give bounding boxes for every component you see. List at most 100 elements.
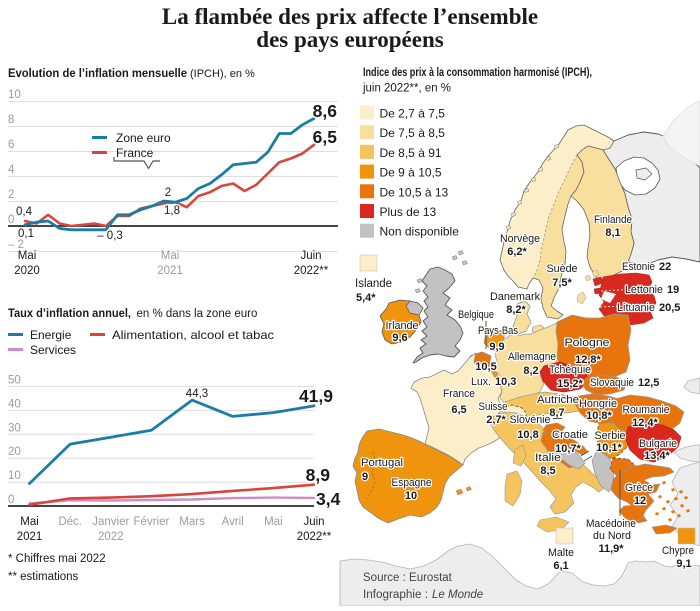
svg-text:8,9: 8,9 [306, 465, 331, 485]
svg-text:0: 0 [8, 214, 14, 226]
svg-text:Mai: Mai [161, 250, 180, 262]
svg-text:Mai: Mai [18, 250, 37, 262]
svg-text:Italie: Italie [535, 452, 561, 464]
svg-text:Roumanie: Roumanie [623, 404, 670, 416]
svg-text:Lettonie: Lettonie [625, 284, 663, 296]
svg-text:20: 20 [8, 446, 21, 458]
svg-text:6,5: 6,5 [313, 127, 338, 147]
svg-text:juin 2022**, en %: juin 2022**, en % [362, 83, 451, 95]
svg-text:Avril: Avril [222, 516, 244, 528]
svg-text:Mai: Mai [264, 516, 283, 528]
svg-text:Janvier: Janvier [92, 516, 129, 528]
svg-text:0: 0 [8, 494, 14, 506]
svg-text:8,6: 8,6 [313, 101, 338, 121]
svg-text:8,2: 8,2 [523, 365, 538, 377]
svg-text:10,7*: 10,7* [555, 443, 581, 455]
svg-text:8,7: 8,7 [549, 407, 564, 419]
svg-text:12,8*: 12,8* [575, 354, 601, 366]
svg-text:Belgique: Belgique [458, 309, 494, 321]
svg-text:2,7*: 2,7* [486, 414, 506, 426]
svg-text:8,1: 8,1 [605, 227, 620, 239]
svg-text:Suisse: Suisse [479, 401, 508, 413]
svg-text:50: 50 [8, 375, 21, 387]
svg-text:8: 8 [8, 114, 14, 126]
svg-text:6,1: 6,1 [553, 560, 568, 572]
svg-text:0,1: 0,1 [18, 228, 34, 240]
svg-text:des pays européens: des pays européens [256, 27, 443, 52]
svg-text:40: 40 [8, 398, 21, 410]
svg-text:* Chiffres mai 2022: * Chiffres mai 2022 [8, 553, 106, 565]
svg-text:7,5*: 7,5* [552, 277, 572, 289]
svg-text:8,2*: 8,2* [506, 304, 526, 316]
svg-text:– 2: – 2 [8, 239, 24, 251]
svg-text:Février: Février [134, 516, 170, 528]
svg-text:Taux d’inflation annuel,: Taux d’inflation annuel, [8, 308, 131, 320]
svg-text:6,2*: 6,2* [507, 246, 527, 258]
svg-text:Déc.: Déc. [58, 516, 82, 528]
svg-text:10,3: 10,3 [495, 376, 516, 388]
svg-text:Alimentation, alcool et tabac: Alimentation, alcool et tabac [112, 328, 274, 342]
svg-text:De 8,5 à 91: De 8,5 à 91 [380, 146, 442, 160]
svg-text:Slovaquie: Slovaquie [590, 377, 634, 389]
svg-text:6: 6 [8, 139, 14, 151]
svg-text:Danemark: Danemark [490, 291, 540, 303]
svg-text:Norvège: Norvège [500, 233, 540, 245]
svg-text:De 7,5 à 8,5: De 7,5 à 8,5 [380, 126, 446, 140]
svg-text:Pays-Bas: Pays-Bas [478, 325, 518, 337]
svg-text:1,8: 1,8 [164, 205, 180, 217]
svg-text:Le Monde: Le Monde [432, 589, 483, 601]
svg-text:2: 2 [8, 189, 14, 201]
svg-text:12,4*: 12,4* [632, 417, 658, 429]
svg-text:10: 10 [8, 470, 21, 482]
svg-text:Malte: Malte [548, 547, 574, 559]
svg-text:Indice des prix à la consommat: Indice des prix à la consommation harmon… [363, 67, 592, 79]
svg-text:Juin: Juin [300, 250, 321, 262]
svg-text:Finlande: Finlande [594, 214, 632, 226]
svg-text:Islande: Islande [355, 278, 392, 290]
svg-text:** estimations: ** estimations [8, 571, 79, 583]
svg-text:Portugal: Portugal [361, 457, 403, 469]
svg-text:Suède: Suède [547, 263, 578, 275]
svg-text:10,1*: 10,1* [596, 442, 622, 454]
svg-text:(IPCH), en %: (IPCH), en % [190, 68, 255, 80]
svg-text:De 2,7 à 7,5: De 2,7 à 7,5 [380, 107, 446, 121]
svg-text:6,5: 6,5 [451, 404, 466, 416]
svg-text:– 0,3: – 0,3 [97, 230, 123, 242]
svg-text:9,1: 9,1 [676, 558, 691, 570]
svg-text:10,8*: 10,8* [586, 410, 612, 422]
svg-text:3,4: 3,4 [316, 489, 341, 509]
svg-text:10: 10 [405, 490, 417, 502]
svg-text:10: 10 [8, 89, 21, 101]
svg-text:9,6: 9,6 [392, 332, 407, 344]
svg-text:De 10,5 à 13: De 10,5 à 13 [380, 185, 449, 199]
svg-text:5,4*: 5,4* [356, 292, 376, 304]
svg-text:Allemagne: Allemagne [508, 351, 556, 363]
svg-text:Macédoine: Macédoine [586, 518, 636, 530]
svg-text:22: 22 [659, 261, 671, 273]
svg-text:20,5: 20,5 [659, 302, 680, 314]
svg-text:9,9: 9,9 [489, 341, 504, 353]
svg-text:11,9*: 11,9* [598, 543, 624, 555]
svg-text:en % dans la zone euro: en % dans la zone euro [137, 308, 258, 320]
svg-text:Grèce: Grèce [625, 482, 653, 494]
svg-text:Infographie :: Infographie : [363, 589, 428, 601]
svg-text:4: 4 [8, 164, 15, 176]
svg-text:13,4*: 13,4* [644, 450, 670, 462]
svg-text:Source : Eurostat: Source : Eurostat [363, 572, 453, 584]
svg-text:France: France [443, 388, 475, 400]
svg-text:2: 2 [165, 187, 171, 199]
svg-text:Mai: Mai [20, 516, 39, 528]
svg-text:0,4: 0,4 [16, 206, 33, 218]
svg-text:Serbie: Serbie [595, 430, 626, 442]
svg-text:2021: 2021 [17, 531, 43, 543]
svg-text:15,2*: 15,2* [557, 378, 583, 390]
svg-text:2021: 2021 [157, 265, 183, 277]
svg-text:Lituanie: Lituanie [617, 302, 655, 314]
svg-text:Plus de 13: Plus de 13 [380, 205, 437, 219]
svg-text:Autriche: Autriche [537, 394, 579, 406]
svg-text:30: 30 [8, 422, 21, 434]
svg-text:41,9: 41,9 [299, 386, 333, 406]
svg-text:10,5: 10,5 [475, 361, 496, 373]
svg-text:Estonie: Estonie [622, 261, 655, 273]
svg-text:Zone euro: Zone euro [116, 131, 171, 145]
